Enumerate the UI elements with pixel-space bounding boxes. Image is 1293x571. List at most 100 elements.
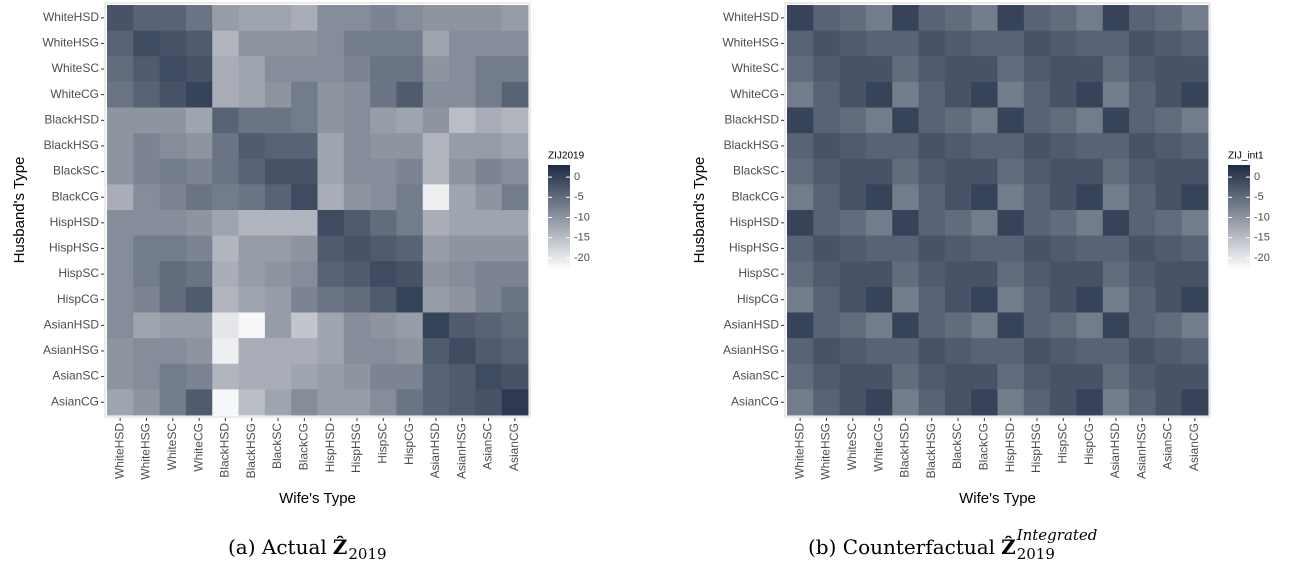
caption-subscript: 2019: [1017, 545, 1055, 563]
heatmap-cell: [317, 158, 345, 185]
heatmap-cell: [813, 312, 841, 339]
heatmap-cell: [238, 389, 266, 416]
heatmap-cell: [212, 81, 240, 108]
heatmap-cell: [264, 363, 292, 390]
heatmap-cell: [865, 56, 893, 83]
heatmap-cell: [1050, 5, 1077, 32]
heatmap-cell: [813, 210, 841, 237]
heatmap-cell: [787, 338, 814, 365]
x-tick-label: WhiteSC: [845, 423, 859, 471]
heatmap-cell: [971, 235, 998, 262]
heatmap-cell: [892, 184, 920, 211]
heatmap-cell: [1023, 261, 1051, 288]
heatmap-cell: [422, 107, 450, 134]
heatmap-cell: [475, 30, 503, 57]
heatmap-cell: [865, 389, 893, 416]
heatmap-cell: [159, 184, 187, 211]
x-tick-label: WhiteHSG: [139, 423, 153, 480]
heatmap-cell: [343, 312, 371, 339]
heatmap-cell: [159, 338, 187, 365]
y-tick-label: WhiteHSG: [42, 36, 99, 50]
plot-border: [784, 2, 1211, 418]
heatmap-cell: [839, 158, 867, 185]
heatmap-cell: [892, 56, 920, 83]
heatmap-cell: [1102, 389, 1130, 416]
heatmap-cell: [1023, 56, 1051, 83]
heatmap-cell: [865, 30, 893, 57]
heatmap-cell: [971, 30, 998, 57]
heatmap-cell: [107, 158, 134, 185]
heatmap-cell: [971, 56, 998, 83]
heatmap-cell: [1023, 338, 1051, 365]
heatmap-cell: [370, 261, 397, 288]
x-tick-label: WhiteHSD: [792, 423, 806, 479]
heatmap-cell: [997, 56, 1025, 83]
heatmap-cell: [133, 107, 161, 134]
y-tick-label: HispSC: [58, 266, 99, 280]
heatmap-cell: [1181, 338, 1209, 365]
heatmap-cell: [159, 158, 187, 185]
heatmap-cell: [787, 312, 814, 339]
heatmap-cell: [1129, 312, 1156, 339]
heatmap-cell: [787, 286, 814, 313]
heatmap-cell: [971, 261, 998, 288]
heatmap-cell: [1129, 338, 1156, 365]
heatmap-cell: [422, 30, 450, 57]
heatmap-cell: [787, 56, 814, 83]
y-tick-label: BlackCG: [52, 189, 99, 203]
heatmap-cell: [813, 286, 841, 313]
colorbar-tick-label: -5: [574, 191, 584, 203]
heatmap-cell: [343, 389, 371, 416]
heatmap-cell: [159, 5, 187, 32]
heatmap-cell: [971, 363, 998, 390]
heatmap-cell: [370, 184, 397, 211]
heatmap-cell: [185, 389, 213, 416]
heatmap-cell: [317, 184, 345, 211]
heatmap-cell: [813, 30, 841, 57]
heatmap-cell: [1129, 184, 1156, 211]
x-tick-label: WhiteHSG: [819, 423, 833, 480]
heatmap-cell: [396, 389, 424, 416]
heatmap-cell: [291, 235, 318, 262]
heatmap-cell: [1181, 5, 1209, 32]
heatmap-cell: [238, 338, 266, 365]
heatmap-cell: [501, 158, 529, 185]
y-tick-label: AsianSC: [52, 369, 99, 383]
heatmap-cell: [238, 210, 266, 237]
heatmap-cell: [865, 338, 893, 365]
heatmap-cell: [1076, 235, 1104, 262]
heatmap-cell: [291, 30, 318, 57]
colorbar-tick-label: -15: [1254, 232, 1270, 244]
heatmap-cell: [317, 312, 345, 339]
heatmap-cell: [291, 389, 318, 416]
heatmap-cell: [1129, 210, 1156, 237]
heatmap-cell: [1181, 261, 1209, 288]
heatmap-cell: [475, 56, 503, 83]
heatmap-cell: [343, 184, 371, 211]
heatmap-cell: [944, 286, 972, 313]
heatmap-cell: [212, 30, 240, 57]
heatmap-cell: [291, 184, 318, 211]
heatmap-cell: [1050, 107, 1077, 134]
heatmap-cell: [133, 5, 161, 32]
heatmap-cell: [1155, 56, 1183, 83]
heatmap-cell: [971, 158, 998, 185]
heatmap-cell: [1050, 56, 1077, 83]
x-tick-label: BlackSC: [270, 423, 284, 469]
heatmap-cell: [317, 210, 345, 237]
heatmap-cell: [787, 133, 814, 160]
heatmap-cell: [475, 184, 503, 211]
heatmap-cell: [1050, 81, 1077, 108]
x-tick-label: AsianHSD: [428, 423, 442, 479]
heatmap-cell: [422, 56, 450, 83]
heatmap-cell: [449, 5, 476, 32]
heatmap-cell: [159, 107, 187, 134]
colorbar-title: ZIJ2019: [548, 151, 585, 162]
heatmap-cell: [1129, 81, 1156, 108]
heatmap-cell: [1050, 235, 1077, 262]
heatmap-cell: [159, 312, 187, 339]
heatmap-cell: [449, 261, 476, 288]
heatmap-cell: [1076, 312, 1104, 339]
heatmap-cell: [449, 338, 476, 365]
heatmap-cell: [185, 312, 213, 339]
